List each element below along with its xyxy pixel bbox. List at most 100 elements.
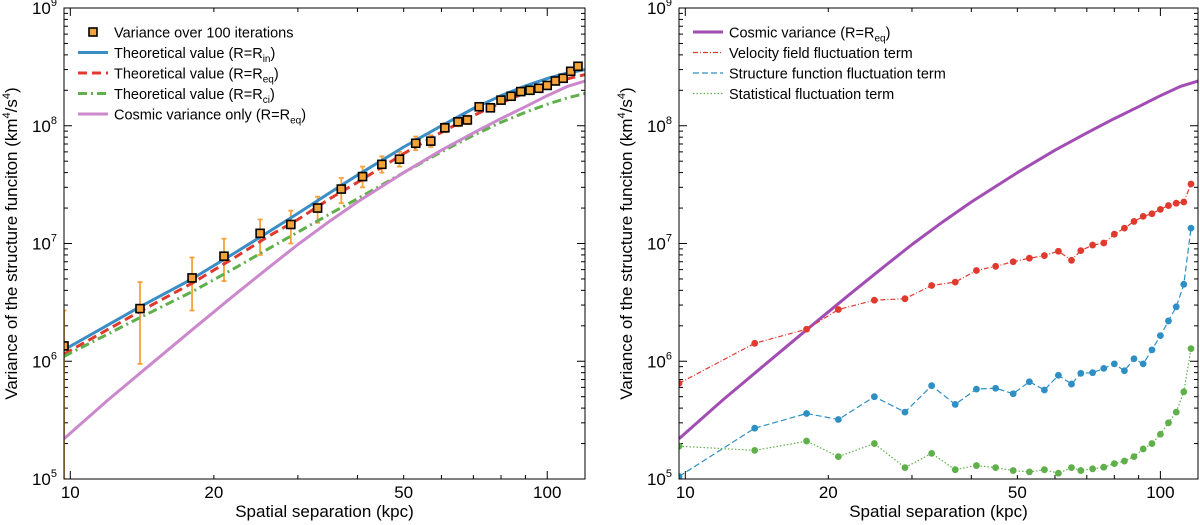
data-point (485, 103, 496, 113)
series-line-4 (679, 348, 1192, 474)
x-tick-label: 50 (394, 483, 413, 502)
y-tick-label: 107 (32, 233, 57, 254)
data-point (1180, 388, 1188, 396)
data-point (751, 446, 759, 454)
data-point (951, 278, 959, 286)
data-point (1089, 369, 1097, 377)
data-point (1077, 247, 1085, 255)
data-point (951, 466, 959, 474)
series-line-4 (64, 79, 585, 440)
data-point (870, 393, 878, 401)
data-point (1009, 390, 1017, 398)
data-point (901, 408, 909, 416)
data-point (1130, 453, 1138, 460)
legend-label: Structure function fluctuation term (729, 67, 946, 83)
legend-label: Velocity field fluctuation term (729, 46, 913, 62)
legend-marker (88, 27, 98, 37)
data-point (515, 86, 526, 97)
data-point (870, 440, 878, 447)
data-point (525, 85, 535, 96)
series-line-2 (679, 183, 1192, 384)
data-point (1077, 369, 1085, 377)
data-point (1148, 210, 1156, 218)
plot-frame (63, 7, 586, 480)
data-point (1172, 199, 1180, 207)
data-point (1156, 332, 1164, 340)
data-point (1110, 460, 1118, 468)
y-axis-label: Variance of the structure funciton (km4/… (1, 87, 21, 399)
data-point (1172, 408, 1180, 416)
data-point (1089, 241, 1097, 249)
y-tick-label: 109 (32, 0, 57, 18)
data-point (1110, 360, 1118, 368)
legend: Cosmic variance (R=Req)Velocity field fl… (693, 26, 946, 103)
data-point (1068, 464, 1075, 471)
data-point (1054, 469, 1062, 477)
data-point (992, 384, 1000, 392)
legend-item: Cosmic variance (R=Req) (693, 26, 890, 45)
data-point (751, 339, 759, 347)
x-tick-label: 10 (676, 483, 695, 502)
data-point (312, 203, 323, 213)
legend-item: Structure function fluctuation term (693, 67, 946, 83)
data-point (1009, 258, 1017, 266)
data-point (1139, 445, 1147, 453)
legend-item: Variance over 100 iterations (88, 26, 293, 42)
data-point (135, 303, 145, 314)
data-point (1156, 430, 1164, 438)
data-point (1139, 212, 1147, 220)
data-point (64, 341, 69, 351)
data-point (679, 473, 683, 479)
y-tick-label: 105 (32, 468, 57, 489)
legend: Variance over 100 iterations Theoretical … (78, 26, 306, 127)
data-point (1068, 380, 1075, 388)
data-point (533, 83, 544, 94)
legend-label: Cosmic variance (R=Req) (729, 26, 890, 45)
data-point (219, 251, 229, 262)
data-point (542, 80, 553, 91)
data-point (558, 73, 568, 84)
legend-label: Theoretical value (R=Rin) (114, 46, 275, 65)
data-point (565, 66, 576, 77)
data-point (1165, 202, 1172, 209)
data-point (1089, 465, 1097, 473)
data-point (1025, 378, 1033, 386)
data-point (187, 273, 197, 283)
y-axis-label: Variance of the structure funciton (km4/… (616, 87, 636, 399)
data-point (1121, 224, 1128, 232)
legend-label: Theoretical value (R=Req) (114, 67, 279, 86)
plot-area (679, 79, 1198, 479)
legend-label: Variance over 100 iterations (114, 26, 293, 42)
data-point (255, 228, 265, 239)
data-point (394, 154, 405, 164)
error-bars (64, 63, 581, 479)
series-line-3 (64, 92, 585, 358)
legend-item: Cosmic variance only (R=Req) (78, 108, 306, 127)
data-point (453, 117, 463, 127)
data-point (679, 442, 683, 450)
data-point (357, 171, 368, 182)
data-point (336, 184, 347, 194)
data-point (803, 437, 810, 445)
data-point (1187, 224, 1195, 232)
data-point (928, 382, 936, 390)
data-point (462, 115, 473, 125)
plot-area (64, 61, 585, 479)
data-point (834, 453, 842, 460)
data-point (1180, 198, 1188, 206)
data-point (550, 76, 561, 86)
data-point (1100, 463, 1108, 471)
series-line-1 (679, 79, 1198, 440)
data-point (506, 91, 516, 102)
data-point (751, 424, 759, 432)
y-tick-label: 107 (647, 233, 672, 254)
data-point (496, 95, 506, 105)
data-point (1172, 303, 1180, 311)
plot-frame (678, 7, 1199, 480)
legend-item: Theoretical value (R=Req) (78, 67, 279, 86)
legend-label: Cosmic variance only (R=Req) (114, 108, 306, 127)
x-tick-label: 100 (533, 483, 561, 502)
data-point (928, 449, 936, 457)
data-point (1130, 218, 1138, 225)
data-point (1180, 280, 1188, 288)
